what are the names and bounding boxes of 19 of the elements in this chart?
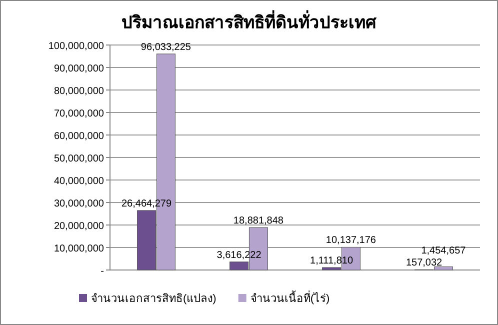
y-tick-label: 30,000,000 — [54, 198, 104, 210]
y-tick-label: 80,000,000 — [54, 86, 104, 97]
y-tick-label: 70,000,000 — [54, 108, 104, 120]
y-tick-label: 10,000,000 — [54, 244, 104, 254]
y-tick-label: 40,000,000 — [54, 176, 104, 187]
data-label: 96,033,225 — [140, 42, 192, 53]
y-tick-label: - — [100, 266, 104, 277]
data-label: 18,881,848 — [233, 216, 284, 227]
legend-label: จำนวนเนื้อที่(ไร่) — [250, 290, 330, 305]
data-label: 1,454,657 — [421, 246, 466, 257]
y-tick-label: 50,000,000 — [54, 154, 104, 164]
data-label: 157,032 — [406, 258, 443, 269]
data-label: 10,137,176 — [326, 235, 376, 246]
chart-title: ปริมาณเอกสารสิทธิที่ดินทั่วประเทศ — [122, 10, 378, 32]
y-tick-label: 20,000,000 — [54, 221, 104, 232]
legend-label: จำนวนเอกสารสิทธิ(แปลง) — [91, 293, 216, 305]
y-tick-label: 60,000,000 — [54, 131, 104, 142]
y-tick-label: 90,000,000 — [54, 64, 104, 74]
y-tick-label: 100,000,000 — [48, 41, 104, 52]
